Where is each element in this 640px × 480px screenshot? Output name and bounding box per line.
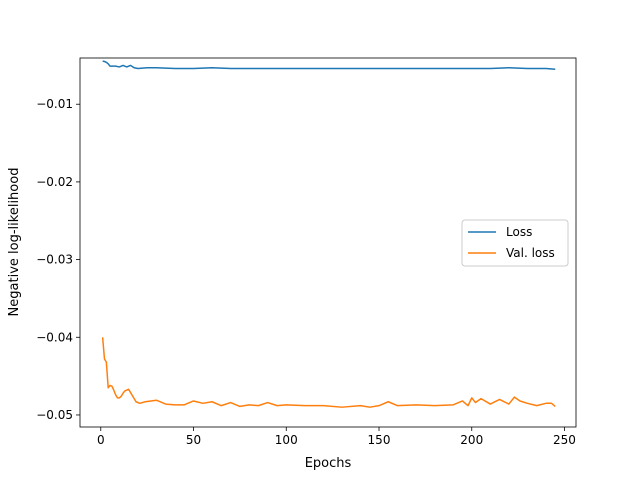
x-axis-label: Epochs [305, 456, 352, 471]
series-line-0 [102, 60, 556, 71]
x-tick-label: 0 [97, 433, 105, 447]
x-axis: 0 50 100 150 200 250 [97, 427, 576, 447]
y-tick-label: −0.05 [36, 408, 73, 422]
legend: Loss Val. loss [461, 219, 569, 267]
x-tick-label: 100 [275, 433, 298, 447]
y-axis-label: Negative log-likelihood [7, 168, 22, 317]
y-axis: −0.05 −0.04 −0.03 −0.02 −0.01 [36, 97, 80, 422]
series-line-1 [101, 337, 556, 408]
series-layer [101, 60, 556, 408]
y-tick-label: −0.03 [36, 253, 73, 267]
x-tick-label: 50 [186, 433, 201, 447]
y-tick-label: −0.02 [36, 175, 73, 189]
legend-label-1: Val. loss [506, 246, 555, 260]
y-tick-label: −0.01 [36, 97, 73, 111]
plot-frame [79, 57, 577, 428]
y-tick-label: −0.04 [36, 330, 73, 344]
x-tick-label: 200 [460, 433, 483, 447]
x-tick-label: 150 [368, 433, 391, 447]
legend-label-0: Loss [506, 225, 532, 239]
x-tick-label: 250 [553, 433, 576, 447]
